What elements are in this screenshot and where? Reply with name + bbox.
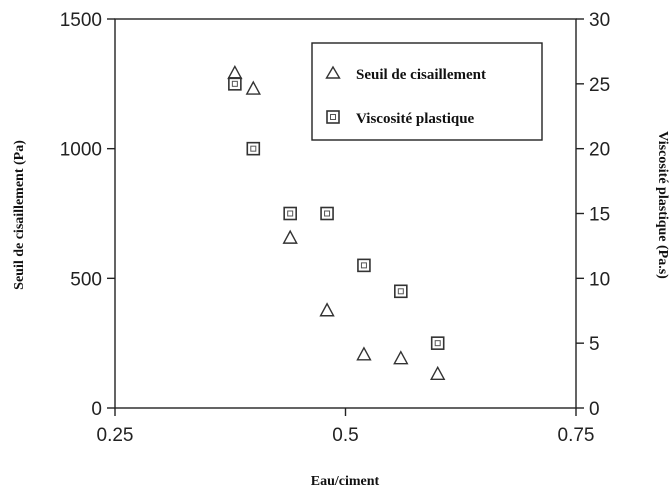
triangle-point xyxy=(319,302,335,317)
triangle-point xyxy=(227,64,243,80)
legend-box xyxy=(311,42,543,141)
y2-tick-label: 5 xyxy=(589,334,600,355)
y2-tick-label: 20 xyxy=(589,140,610,161)
y-tick-label: 500 xyxy=(70,269,102,290)
triangle-point xyxy=(393,350,409,365)
square-point xyxy=(394,284,408,299)
square-point xyxy=(283,206,297,221)
y-tick-label: 0 xyxy=(91,399,102,420)
legend: Seuil de cisaillement Viscosité plastiqu… xyxy=(311,42,543,141)
y2-tick-label: 30 xyxy=(589,10,610,31)
triangle-point xyxy=(282,229,298,244)
y-axis-title: Seuil de cisaillement (Pa) xyxy=(12,140,27,290)
data-marks xyxy=(227,64,446,380)
y2-tick-label: 15 xyxy=(589,205,610,226)
legend-square-marker-outer xyxy=(326,110,340,124)
y2-tick-label: 10 xyxy=(589,269,610,290)
series-seuil xyxy=(227,64,446,380)
tick-labels: 0.25 0.5 0.75 0 500 1000 1500 0 5 10 15 20 25 30 xyxy=(60,10,610,446)
legend-square-marker-inner xyxy=(330,114,336,120)
square-point xyxy=(320,206,334,221)
axes xyxy=(107,18,584,416)
triangle-point xyxy=(245,80,261,95)
x-tick-label: 0.25 xyxy=(97,425,134,446)
legend-label-seuil: Seuil de cisaillement xyxy=(356,67,486,83)
x-tick-label: 0.75 xyxy=(558,425,595,446)
triangle-point xyxy=(356,346,372,361)
y2-tick-label: 25 xyxy=(589,75,610,96)
y-tick-label: 1000 xyxy=(60,140,102,161)
legend-triangle-marker xyxy=(325,65,341,79)
x-tick-label: 0.5 xyxy=(332,425,358,446)
square-point xyxy=(228,77,242,91)
x-axis-title: Eau/ciment xyxy=(311,474,380,489)
y2-tick-label: 0 xyxy=(589,399,600,420)
square-point xyxy=(357,258,371,273)
triangle-point xyxy=(430,365,446,380)
square-point xyxy=(430,336,445,350)
y2-axis-title: Viscosité plastique (Pa.s) xyxy=(655,131,669,279)
series-viscosite xyxy=(228,77,445,350)
legend-label-viscosite: Viscosité plastique xyxy=(356,111,475,127)
y-tick-label: 1500 xyxy=(60,10,102,31)
square-point xyxy=(246,141,261,156)
